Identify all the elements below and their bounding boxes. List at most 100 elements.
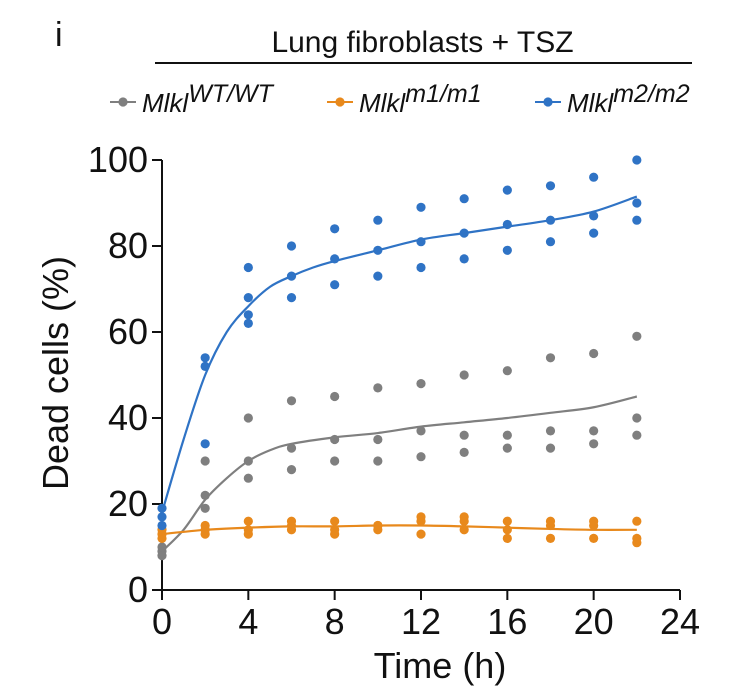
fit-line-m2-m2 (160, 195, 638, 513)
axes: 0 20 40 60 80 100 0 4 8 12 16 20 24 (88, 139, 700, 642)
data-point-WT-WT (243, 473, 253, 483)
data-point-m2-m2 (632, 155, 642, 165)
title-underline (155, 62, 692, 64)
legend-label: Mlklm1/m1 (359, 80, 482, 118)
data-point-WT-WT (330, 391, 340, 402)
legend-label: MlklWT/WT (142, 80, 275, 118)
legend-marker (335, 97, 345, 107)
data-point-m1-m1 (286, 525, 297, 535)
data-point-m2-m2 (200, 353, 210, 363)
fit-curves (160, 195, 638, 553)
data-point-WT-WT (243, 413, 253, 423)
y-axis-title: Dead cells (%) (35, 256, 76, 490)
x-tick-label: 0 (152, 601, 172, 642)
data-point-WT-WT (200, 456, 210, 466)
data-point-m2-m2 (286, 271, 297, 281)
data-point-m1-m1 (459, 525, 469, 535)
data-point-m2-m2 (502, 219, 512, 230)
data-point-m1-m1 (502, 516, 512, 526)
data-point-WT-WT (545, 353, 556, 363)
data-point-WT-WT (286, 443, 297, 453)
data-point-WT-WT (373, 456, 383, 466)
y-tick-label: 20 (108, 483, 148, 524)
data-point-m2-m2 (373, 245, 383, 255)
data-point-m2-m2 (416, 202, 426, 212)
y-tick-label: 60 (108, 311, 148, 352)
data-point-WT-WT (416, 379, 426, 389)
data-point-WT-WT (157, 542, 167, 552)
data-point-m1-m1 (589, 533, 599, 544)
data-point-WT-WT (589, 426, 599, 436)
data-point-WT-WT (459, 430, 469, 440)
data-point-m2-m2 (330, 254, 340, 264)
data-point-WT-WT (416, 452, 426, 462)
data-point-m2-m2 (373, 215, 383, 225)
data-point-WT-WT (330, 434, 340, 445)
data-point-WT-WT (459, 370, 469, 380)
x-tick-label: 24 (660, 601, 700, 642)
x-tick-label: 8 (325, 601, 345, 642)
data-point-m2-m2 (632, 215, 642, 225)
data-point-m2-m2 (286, 293, 297, 303)
y-tick-label: 100 (88, 139, 148, 180)
data-point-m2-m2 (243, 310, 253, 320)
data-points (157, 155, 642, 561)
data-point-WT-WT (632, 331, 642, 341)
data-point-m2-m2 (502, 245, 512, 255)
data-point-m1-m1 (459, 516, 469, 526)
x-axis-title: Time (h) (374, 645, 507, 686)
legend-marker (543, 97, 553, 107)
data-point-WT-WT (373, 383, 383, 393)
data-point-m1-m1 (330, 529, 340, 539)
data-point-WT-WT (330, 456, 340, 466)
data-point-m2-m2 (200, 439, 210, 449)
data-point-WT-WT (589, 439, 599, 449)
data-point-m2-m2 (243, 262, 253, 273)
data-point-m1-m1 (545, 533, 556, 544)
data-point-WT-WT (632, 430, 642, 440)
x-tick-label: 12 (401, 601, 441, 642)
data-point-m1-m1 (545, 520, 556, 531)
data-point-m2-m2 (459, 254, 469, 264)
data-point-WT-WT (200, 490, 210, 500)
data-point-WT-WT (545, 443, 556, 453)
data-point-m2-m2 (545, 215, 556, 225)
data-point-m1-m1 (632, 516, 642, 526)
legend-label: Mlklm2/m2 (567, 80, 690, 118)
x-tick-label: 4 (238, 601, 258, 642)
data-point-m1-m1 (243, 529, 253, 539)
data-point-m1-m1 (502, 525, 512, 535)
data-point-m1-m1 (589, 520, 599, 531)
data-point-m2-m2 (416, 262, 426, 273)
data-point-m2-m2 (243, 318, 253, 328)
data-point-m2-m2 (545, 181, 556, 191)
data-point-m2-m2 (545, 237, 556, 247)
data-point-WT-WT (589, 348, 599, 359)
y-tick-label: 40 (108, 397, 148, 438)
data-point-m2-m2 (373, 271, 383, 281)
data-point-m1-m1 (502, 533, 512, 544)
data-point-m2-m2 (157, 503, 167, 513)
data-point-m1-m1 (157, 533, 167, 544)
data-point-m2-m2 (330, 224, 340, 234)
data-point-WT-WT (200, 503, 210, 513)
x-tick-label: 16 (487, 601, 527, 642)
data-point-m1-m1 (243, 516, 253, 526)
data-point-m2-m2 (459, 194, 469, 204)
data-point-WT-WT (157, 551, 167, 561)
data-point-WT-WT (243, 456, 253, 466)
fit-line-m1-m1 (161, 524, 637, 536)
data-point-m2-m2 (416, 237, 426, 247)
data-point-m2-m2 (243, 293, 253, 303)
data-point-WT-WT (502, 443, 512, 453)
data-point-WT-WT (373, 434, 383, 445)
data-point-m2-m2 (459, 228, 469, 238)
data-point-WT-WT (502, 430, 512, 440)
data-point-WT-WT (286, 465, 297, 475)
data-point-WT-WT (416, 426, 426, 436)
data-point-m1-m1 (200, 529, 210, 539)
legend-marker (118, 97, 128, 107)
data-point-m1-m1 (632, 538, 642, 548)
data-point-m2-m2 (330, 280, 340, 290)
